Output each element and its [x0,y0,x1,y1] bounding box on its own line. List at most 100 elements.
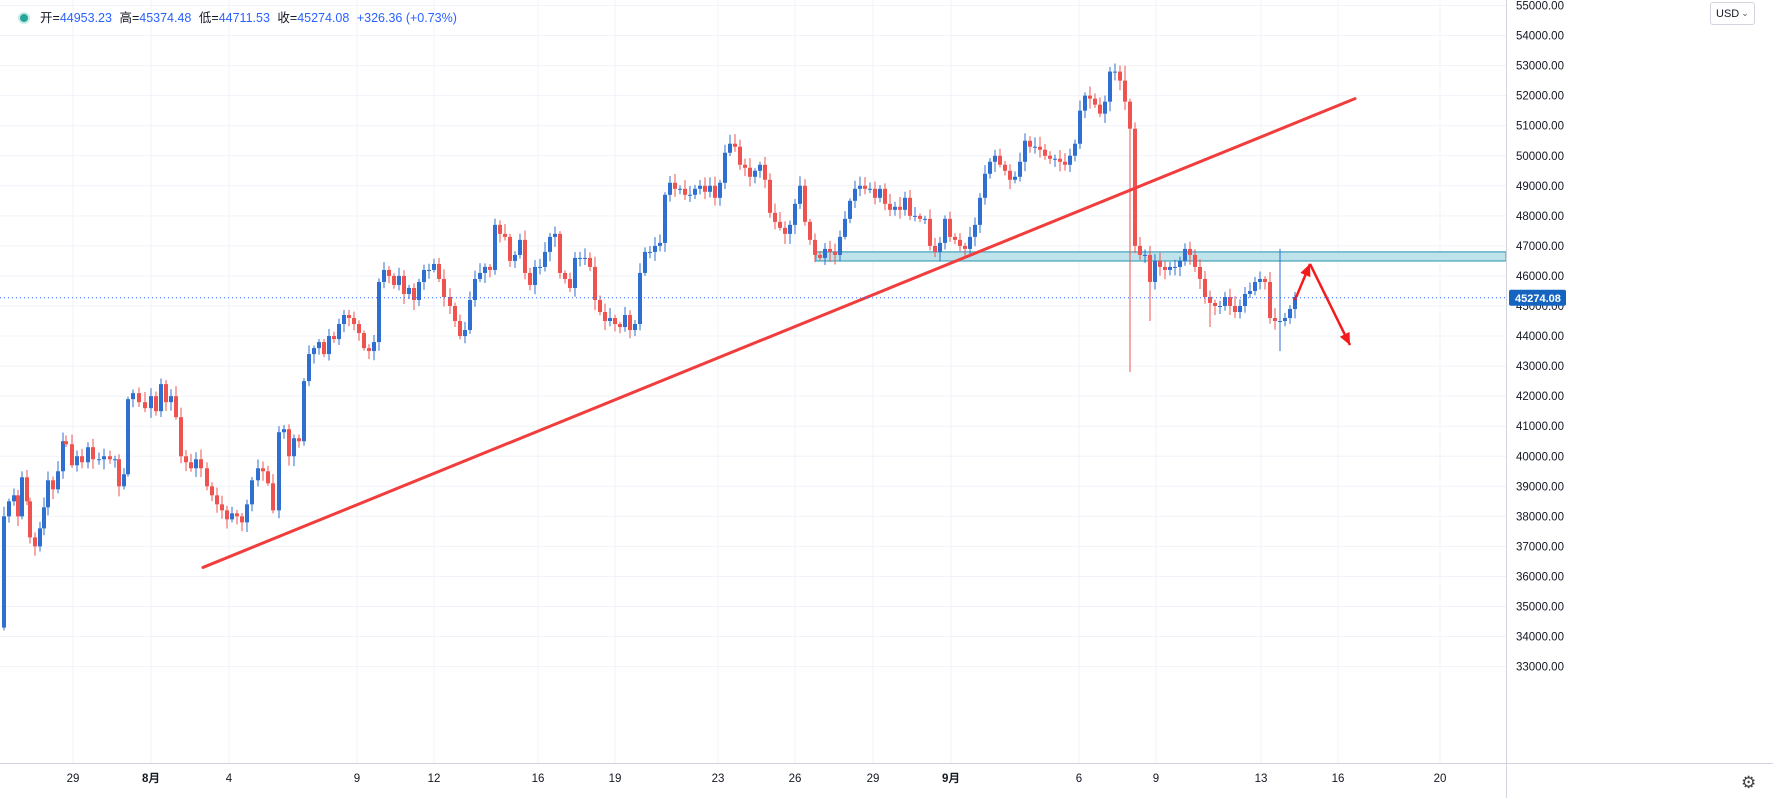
candle-up [538,266,542,268]
currency-button[interactable]: USD ⌄ [1710,2,1755,25]
candle-down [1203,278,1207,297]
candle-up [868,188,872,190]
candle-down [1233,306,1237,313]
candle-up [843,218,847,237]
candle-down [1128,101,1132,129]
candle-down [743,164,747,168]
candle-down [1208,296,1212,303]
candle-down [28,501,32,538]
candle-down [266,471,270,484]
candle-up [1288,309,1292,319]
candle-up [397,275,401,285]
last-price-label: 45274.08 [1515,293,1561,305]
x-tick-label: 20 [1434,773,1447,785]
gear-icon[interactable]: ⚙ [1741,773,1757,792]
x-tick-label: 9 [1153,773,1159,785]
candle-up [149,396,153,409]
candle-down [1193,254,1197,267]
candle-up [1278,321,1282,323]
candle-down [215,495,219,505]
candle-up [573,257,577,288]
candle-up [417,281,421,300]
candle-up [838,236,842,255]
candle-up [798,185,802,204]
candle-up [753,170,757,177]
candle-up [302,381,306,442]
candle-down [593,266,597,300]
candle-up [988,161,992,174]
y-tick-label: 39000.00 [1516,481,1564,493]
y-tick-label: 44000.00 [1516,331,1564,343]
candle-up [658,242,662,246]
candle-up [307,354,311,382]
candle-up [1258,278,1262,282]
candle-down [673,182,677,189]
chevron-down-icon: ⌄ [1741,8,1749,18]
candle-down [448,296,452,306]
y-tick-label: 55000.00 [1516,1,1564,13]
candle-up [1113,71,1117,73]
candle-up [194,459,198,469]
candle-down [1273,318,1277,322]
candle-up [638,272,642,325]
candle-up [75,456,79,466]
currency-label: USD [1716,7,1740,20]
candle-down [271,483,275,511]
candle-down [948,218,952,237]
resistance-zone [815,251,1507,262]
candle-up [708,185,712,192]
candle-down [818,254,822,258]
candle-down [437,263,441,279]
ohlc-legend: 开=44953.23 高=45374.48 低=44711.53 收=45274… [18,7,457,26]
candle-down [498,224,502,234]
candle-down [863,185,867,189]
candle-down [883,188,887,204]
candle-up [493,224,497,270]
candle-down [362,333,366,349]
candle-up [823,248,827,258]
candle-up [853,188,857,201]
candle-up [1283,318,1287,322]
y-tick-label: 37000.00 [1516,541,1564,553]
candle-up [1143,254,1147,256]
candle-up [282,429,286,433]
candle-up [513,254,517,261]
candle-up [723,152,727,183]
candle-down [783,227,787,234]
x-tick-label: 23 [712,773,725,785]
candle-down [888,203,892,210]
x-tick-label: 19 [609,773,622,785]
candle-up [878,188,882,198]
candle-up [1018,161,1022,177]
candle-up [337,324,341,340]
candle-down [603,312,607,322]
candle-up [1223,296,1227,306]
candle-down [1048,155,1052,159]
candle-up [245,504,249,523]
candle-up [432,263,436,270]
candle-down [508,236,512,261]
candle-up [1243,293,1247,306]
candle-up [543,251,547,267]
candle-down [618,324,622,328]
y-tick-label: 52000.00 [1516,91,1564,103]
candle-up [608,318,612,322]
candle-up [473,278,477,300]
candle-up [407,287,411,294]
candle-up [292,438,296,457]
x-tick-label: 16 [532,773,545,785]
candle-up [1023,140,1027,162]
candle-up [1248,290,1252,294]
candle-down [503,233,507,237]
candle-up [1253,281,1257,291]
candle-down [1228,296,1232,306]
candle-up [1013,176,1017,180]
candle-down [1158,260,1162,267]
candle-down [1063,161,1067,165]
candle-up [46,480,50,508]
candle-down [998,155,1002,165]
x-tick-label: 16 [1332,773,1345,785]
y-tick-label: 54000.00 [1516,31,1564,43]
candle-down [453,306,457,322]
